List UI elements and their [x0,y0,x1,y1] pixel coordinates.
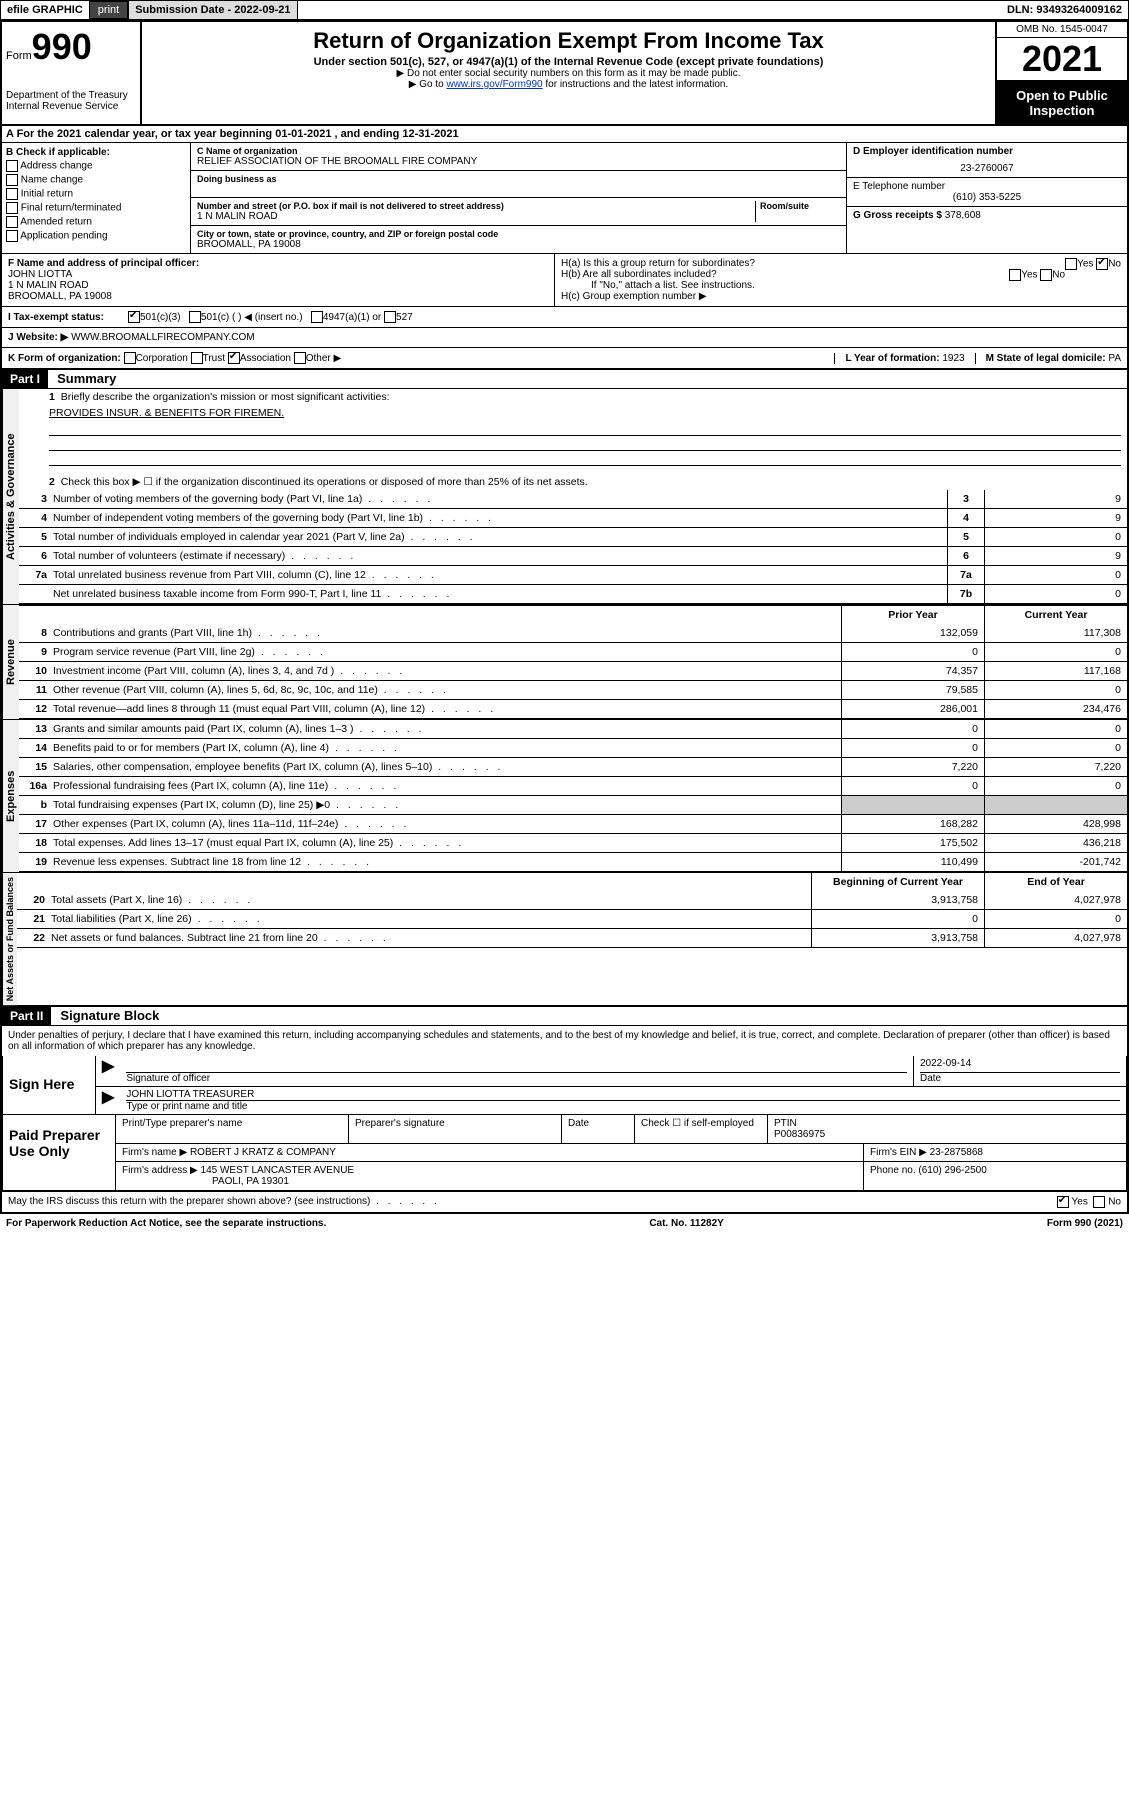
gross-receipts: 378,608 [945,210,981,221]
org-address: 1 N MALIN ROAD [197,211,755,222]
mission-text: PROVIDES INSUR. & BENEFITS FOR FIREMEN. [19,405,1127,421]
cb-may-no[interactable] [1093,1196,1105,1208]
prep-phone: (610) 296-2500 [918,1165,986,1176]
cb-hb-no[interactable] [1040,269,1052,281]
part1-header: Part I Summary [2,369,1127,389]
sign-here-label: Sign Here [3,1056,96,1114]
org-name: RELIEF ASSOCIATION OF THE BROOMALL FIRE … [197,156,840,167]
section-d-e-g: D Employer identification number 23-2760… [846,143,1127,253]
cb-4947[interactable] [311,311,323,323]
irs-link[interactable]: www.irs.gov/Form990 [446,79,542,90]
dln: DLN: 93493264009162 [1001,1,1128,19]
section-h: H(a) Is this a group return for subordin… [555,254,1127,306]
cb-amended[interactable] [6,216,18,228]
form-subtitle: Under section 501(c), 527, or 4947(a)(1)… [146,56,991,68]
firm-addr: 145 WEST LANCASTER AVENUE [201,1165,355,1176]
sig-date: 2022-09-14 [920,1058,1120,1073]
cb-name-change[interactable] [6,174,18,186]
header-mid: Return of Organization Exempt From Incom… [142,22,995,124]
revenue-label: Revenue [2,605,19,719]
cb-other[interactable] [294,352,306,364]
sign-here-section: Sign Here ▶ Signature of officer 2022-09… [2,1056,1127,1115]
omb-number: OMB No. 1545-0047 [997,22,1127,38]
net-assets-section: Net Assets or Fund Balances Beginning of… [2,873,1127,1006]
section-b: B Check if applicable: Address change Na… [2,143,191,253]
note-link: ▶ Go to www.irs.gov/Form990 for instruct… [146,79,991,90]
cb-ha-no[interactable] [1096,258,1108,270]
may-irs-line: May the IRS discuss this return with the… [2,1191,1127,1212]
expenses-section: Expenses 13Grants and similar amounts pa… [2,720,1127,873]
arrow-icon: ▶ [96,1087,120,1114]
firm-ein: 23-2875868 [930,1147,983,1158]
header-right: OMB No. 1545-0047 2021 Open to Public In… [995,22,1127,124]
cb-hb-yes[interactable] [1009,269,1021,281]
declaration: Under penalties of perjury, I declare th… [2,1026,1127,1056]
section-j: J Website: ▶ WWW.BROOMALLFIRECOMPANY.COM [2,328,1127,348]
section-k-l-m: K Form of organization: Corporation Trus… [2,348,1127,369]
note-ssn: ▶ Do not enter social security numbers o… [146,68,991,79]
ein: 23-2760067 [853,157,1121,174]
open-public-badge: Open to Public Inspection [997,82,1127,124]
cb-address-change[interactable] [6,160,18,172]
expenses-label: Expenses [2,720,19,872]
cb-may-yes[interactable] [1057,1196,1069,1208]
cb-assoc[interactable] [228,352,240,364]
ptin: P00836975 [774,1129,1120,1140]
org-info-block: B Check if applicable: Address change Na… [2,143,1127,254]
top-bar: efile GRAPHIC print Submission Date - 20… [0,0,1129,20]
cb-app-pending[interactable] [6,230,18,242]
section-f-h: F Name and address of principal officer:… [2,254,1127,307]
irs-label: Internal Revenue Service [6,101,136,112]
cb-initial-return[interactable] [6,188,18,200]
section-a: A For the 2021 calendar year, or tax yea… [2,126,1127,143]
paid-preparer-label: Paid Preparer Use Only [3,1115,116,1190]
phone: (610) 353-5225 [853,192,1121,203]
cb-501c[interactable] [189,311,201,323]
governance-label: Activities & Governance [2,389,19,604]
form-container: Form990 Department of the Treasury Inter… [0,20,1129,1214]
cb-501c3[interactable] [128,311,140,323]
revenue-section: Revenue Prior Year Current Year 8Contrib… [2,605,1127,720]
arrow-icon: ▶ [96,1056,120,1086]
cb-corp[interactable] [124,352,136,364]
paid-preparer-section: Paid Preparer Use Only Print/Type prepar… [2,1115,1127,1191]
section-c: C Name of organization RELIEF ASSOCIATIO… [191,143,846,253]
section-i: I Tax-exempt status: 501(c)(3) 501(c) ( … [2,307,1127,328]
header-left: Form990 Department of the Treasury Inter… [2,22,142,124]
print-button[interactable]: print [89,1,128,19]
firm-name: ROBERT J KRATZ & COMPANY [190,1147,336,1158]
form-title: Return of Organization Exempt From Incom… [146,28,991,54]
officer-name: JOHN LIOTTA TREASURER [126,1089,1120,1101]
dept-treasury: Department of the Treasury [6,90,136,101]
efile-label: efile GRAPHIC [1,1,89,19]
cb-trust[interactable] [191,352,203,364]
website: WWW.BROOMALLFIRECOMPANY.COM [71,332,255,343]
org-city: BROOMALL, PA 19008 [197,239,840,250]
submission-date: Submission Date - 2022-09-21 [128,1,297,19]
cb-final-return[interactable] [6,202,18,214]
cb-ha-yes[interactable] [1065,258,1077,270]
cb-527[interactable] [384,311,396,323]
governance-section: Activities & Governance 1 Briefly descri… [2,389,1127,605]
part2-header: Part II Signature Block [2,1006,1127,1026]
tax-year: 2021 [997,38,1127,82]
net-label: Net Assets or Fund Balances [2,873,17,1005]
form-header: Form990 Department of the Treasury Inter… [2,22,1127,126]
section-f: F Name and address of principal officer:… [2,254,555,306]
footer: For Paperwork Reduction Act Notice, see … [0,1214,1129,1233]
